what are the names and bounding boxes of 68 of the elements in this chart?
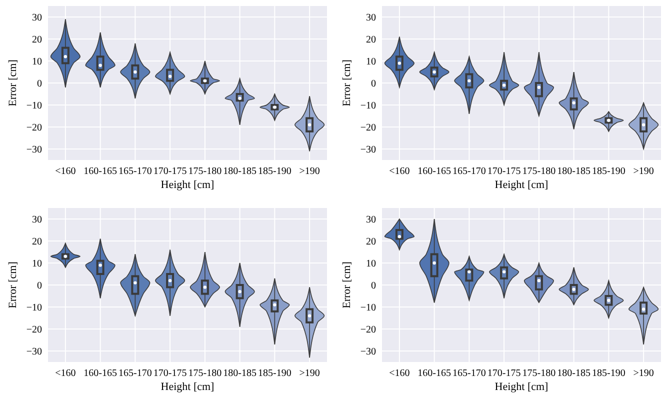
x-tick-label: <160	[389, 166, 410, 177]
y-tick-label: −20	[360, 122, 376, 134]
x-tick-label: 180-185	[557, 166, 590, 177]
y-tick-label: 20	[32, 236, 42, 248]
y-tick-label: 30	[32, 12, 42, 24]
x-tick-label: 175-180	[188, 166, 222, 177]
y-tick-label: −20	[26, 324, 42, 336]
x-tick-label: 185-190	[592, 166, 626, 177]
y-tick-label: 20	[366, 34, 376, 46]
x-tick-label: 175-180	[188, 368, 222, 379]
y-tick-label: 10	[366, 56, 376, 68]
y-tick-label: 10	[32, 258, 42, 270]
y-tick-label: 10	[366, 258, 376, 270]
x-tick-label: >190	[633, 166, 654, 177]
y-tick-label: 20	[32, 34, 42, 46]
x-tick-label: <160	[389, 368, 410, 379]
y-tick-label: 0	[37, 78, 42, 90]
y-tick-label: 30	[366, 214, 376, 226]
x-tick-label: 160-165	[84, 166, 117, 177]
y-tick-label: −10	[26, 100, 42, 112]
y-tick-label: −30	[360, 346, 376, 358]
x-axis-title: Height [cm]	[160, 381, 214, 393]
x-tick-label: 170-175	[153, 368, 187, 379]
x-axis-title: Height [cm]	[160, 179, 214, 191]
y-tick-label: −30	[360, 144, 376, 156]
x-tick-label: 175-180	[522, 368, 556, 379]
x-tick-label: 180-185	[223, 166, 256, 177]
y-axis-title: Error [cm]	[7, 262, 19, 308]
x-tick-label: >190	[299, 166, 320, 177]
x-tick-label: 170-175	[487, 368, 521, 379]
x-tick-label: 175-180	[522, 166, 556, 177]
x-tick-label: 160-165	[418, 166, 451, 177]
x-tick-label: 185-190	[258, 368, 292, 379]
y-tick-label: 0	[371, 280, 376, 292]
x-tick-label: 180-185	[557, 368, 590, 379]
y-tick-label: −20	[360, 324, 376, 336]
y-axis-title: Error [cm]	[341, 60, 353, 106]
x-tick-label: >190	[633, 368, 654, 379]
y-tick-label: 30	[366, 12, 376, 24]
x-tick-label: 180-185	[223, 368, 256, 379]
y-tick-label: −10	[360, 100, 376, 112]
y-tick-label: 0	[371, 78, 376, 90]
x-tick-label: 170-175	[153, 166, 187, 177]
x-tick-label: <160	[55, 166, 76, 177]
y-tick-label: −20	[26, 122, 42, 134]
y-axis-title: Error [cm]	[341, 262, 353, 308]
y-tick-label: −10	[360, 302, 376, 314]
x-tick-label: <160	[55, 368, 76, 379]
y-tick-label: 20	[366, 236, 376, 248]
x-tick-label: 165-170	[118, 166, 152, 177]
y-tick-label: −30	[26, 346, 42, 358]
x-tick-label: 160-165	[418, 368, 451, 379]
x-tick-label: 165-170	[118, 368, 152, 379]
y-tick-label: 30	[32, 214, 42, 226]
x-tick-label: 160-165	[84, 368, 117, 379]
x-tick-label: 185-190	[592, 368, 626, 379]
x-tick-label: >190	[299, 368, 320, 379]
x-tick-label: 165-170	[452, 166, 486, 177]
x-tick-label: 185-190	[258, 166, 292, 177]
x-axis-title: Height [cm]	[494, 381, 548, 393]
x-axis-title: Height [cm]	[494, 179, 548, 191]
y-tick-label: −30	[26, 144, 42, 156]
y-tick-label: 0	[37, 280, 42, 292]
y-axis-title: Error [cm]	[7, 60, 19, 106]
x-tick-label: 170-175	[487, 166, 521, 177]
y-tick-label: −10	[26, 302, 42, 314]
y-tick-label: 10	[32, 56, 42, 68]
x-tick-label: 165-170	[452, 368, 486, 379]
